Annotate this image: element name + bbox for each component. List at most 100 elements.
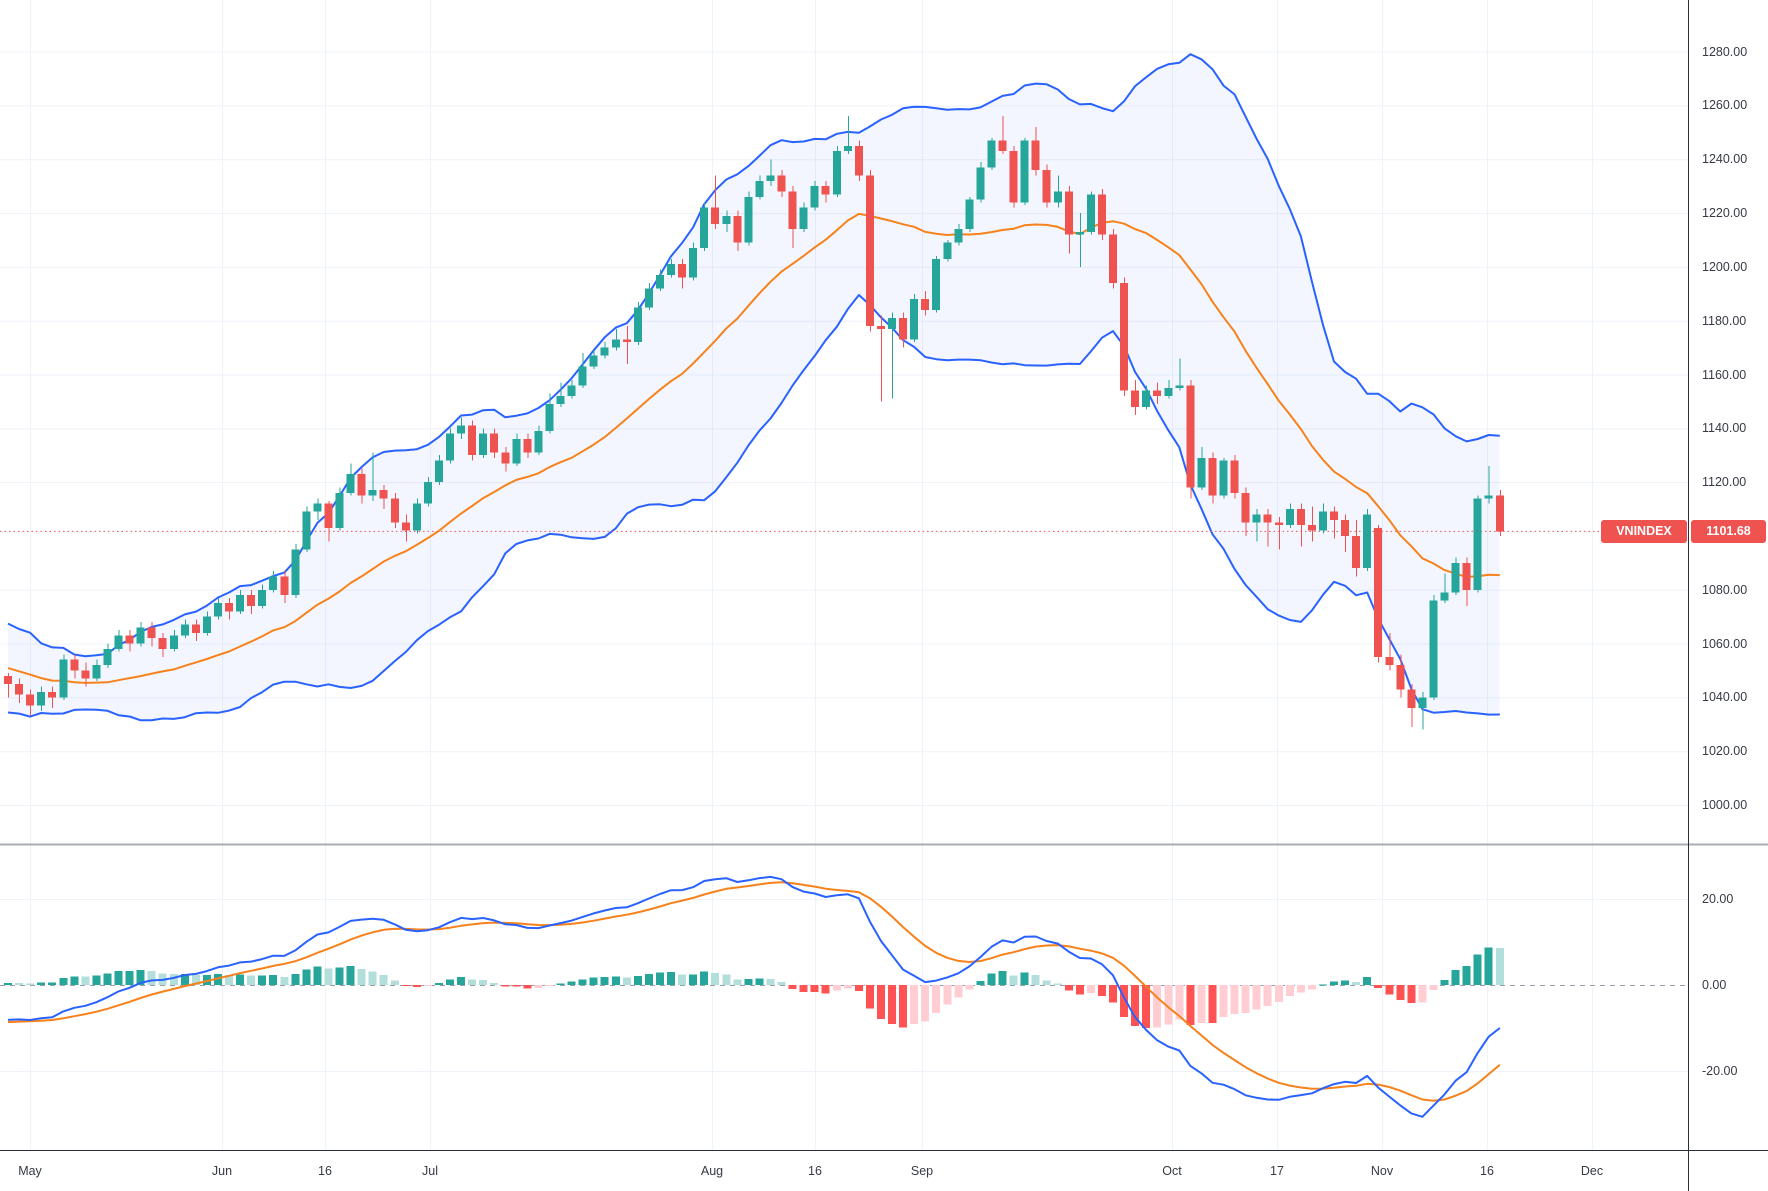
time-axis[interactable]: May Jun 16 Jul Aug 16 Sep Oct 17 Nov 16 Dec — [0, 1151, 1768, 1191]
macd-histogram-bar — [1186, 985, 1195, 1025]
macd-histogram-bar — [1495, 948, 1504, 985]
macd-histogram — [4, 947, 1504, 1029]
candle-body — [81, 670, 90, 679]
price-axis[interactable]: 1280.00 1260.00 1240.00 1220.00 1200.00 1180.… — [1689, 0, 1768, 1150]
candle-body — [611, 339, 620, 348]
bollinger-fill — [8, 54, 1500, 721]
macd-histogram-bar — [236, 974, 245, 985]
candle-body — [1241, 492, 1250, 523]
macd-histogram-bar — [446, 979, 454, 985]
macd-histogram-bar — [888, 985, 896, 1024]
price-tick-label: 1040.00 — [1702, 690, 1748, 705]
macd-histogram-bar — [1219, 985, 1228, 1017]
macd-tick-label: 0.00 — [1702, 978, 1727, 992]
candle-body — [589, 355, 598, 367]
macd-histogram-bar — [357, 968, 366, 985]
macd-histogram-bar — [876, 985, 885, 1020]
candle-body — [335, 492, 344, 528]
macd-histogram-bar — [910, 985, 919, 1024]
macd-histogram-bar — [401, 985, 410, 986]
candle-body — [799, 207, 808, 230]
macd-histogram-bar — [600, 976, 609, 985]
macd-histogram-bar — [1153, 985, 1162, 1028]
macd-histogram-bar — [1318, 984, 1327, 986]
macd-histogram-bar — [534, 985, 543, 989]
candle-body — [1263, 514, 1272, 523]
macd-histogram-bar — [611, 976, 620, 985]
macd-histogram-bar — [114, 971, 123, 985]
macd-histogram-bar — [48, 982, 57, 985]
candle-body — [766, 175, 775, 181]
candle-body — [1219, 460, 1228, 496]
candle-body — [1440, 592, 1449, 601]
candle-body — [600, 347, 609, 356]
candle-body — [854, 145, 863, 176]
macd-histogram-bar — [810, 985, 819, 992]
macd-histogram-bar — [324, 968, 333, 985]
candle-body — [412, 503, 421, 531]
macd-histogram-bar — [1031, 974, 1040, 985]
candle-body — [899, 318, 908, 340]
macd-histogram-bar — [512, 985, 521, 987]
time-tick-label: Jul — [422, 1164, 438, 1178]
candle-body — [302, 511, 311, 550]
bollinger-basis-line — [7, 212, 1500, 684]
macd-histogram-bar — [1385, 985, 1394, 995]
candle-body — [202, 616, 211, 633]
macd-histogram-bar — [368, 971, 377, 985]
candle-body — [1186, 385, 1195, 488]
price-tick-label: 1000.00 — [1702, 798, 1748, 812]
macd-histogram-bar — [423, 985, 432, 986]
candle-body — [401, 522, 410, 531]
macd-histogram-bar — [589, 977, 598, 985]
candle-body — [965, 199, 974, 230]
macd-histogram-bar — [1418, 985, 1427, 1003]
macd-histogram-bar — [1330, 981, 1338, 985]
candle-body — [48, 691, 57, 698]
candlestick-series — [4, 116, 1504, 730]
macd-histogram-bar — [390, 980, 399, 985]
candle-body — [1131, 390, 1140, 407]
price-tick-label: 1120.00 — [1702, 475, 1747, 490]
candle-body — [1429, 600, 1438, 698]
macd-histogram-bar — [434, 983, 443, 985]
candle-body — [457, 425, 466, 434]
candle-body — [567, 385, 576, 397]
macd-histogram-bar — [1197, 985, 1206, 1023]
macd-histogram-bar — [1097, 985, 1106, 996]
candle-body — [921, 299, 930, 310]
price-tick-label: 1180.00 — [1702, 313, 1747, 328]
macd-histogram-bar — [70, 976, 79, 985]
candle-body — [1175, 385, 1184, 388]
candle-body — [954, 229, 963, 243]
macd-histogram-bar — [37, 982, 46, 985]
candle-body — [976, 167, 985, 200]
candle-body — [446, 433, 454, 461]
macd-histogram-bar — [335, 967, 344, 985]
candle-body — [1252, 514, 1261, 523]
candle-body — [258, 589, 267, 606]
candle-body — [1053, 191, 1062, 203]
macd-histogram-bar — [180, 973, 189, 985]
macd-histogram-bar — [379, 975, 388, 985]
candle-body — [1009, 151, 1018, 203]
macd-histogram-bar — [766, 978, 775, 985]
candle-body — [1208, 457, 1217, 496]
macd-histogram-bar — [15, 982, 24, 985]
macd-histogram-bar — [1407, 985, 1416, 1004]
candle-body — [213, 603, 222, 617]
macd-histogram-bar — [1451, 969, 1460, 985]
macd-histogram-bar — [1020, 972, 1029, 985]
macd-histogram-bar — [1142, 985, 1151, 1029]
macd-histogram-bar — [191, 975, 200, 985]
macd-histogram-bar — [799, 985, 808, 992]
time-tick-label: Dec — [1580, 1164, 1604, 1178]
macd-signal-line — [7, 881, 1501, 1102]
macd-histogram-bar — [125, 970, 134, 985]
candle-body — [479, 433, 488, 456]
macd-histogram-bar — [755, 978, 764, 985]
macd-histogram-bar — [689, 974, 698, 985]
candle-body — [1407, 689, 1416, 709]
